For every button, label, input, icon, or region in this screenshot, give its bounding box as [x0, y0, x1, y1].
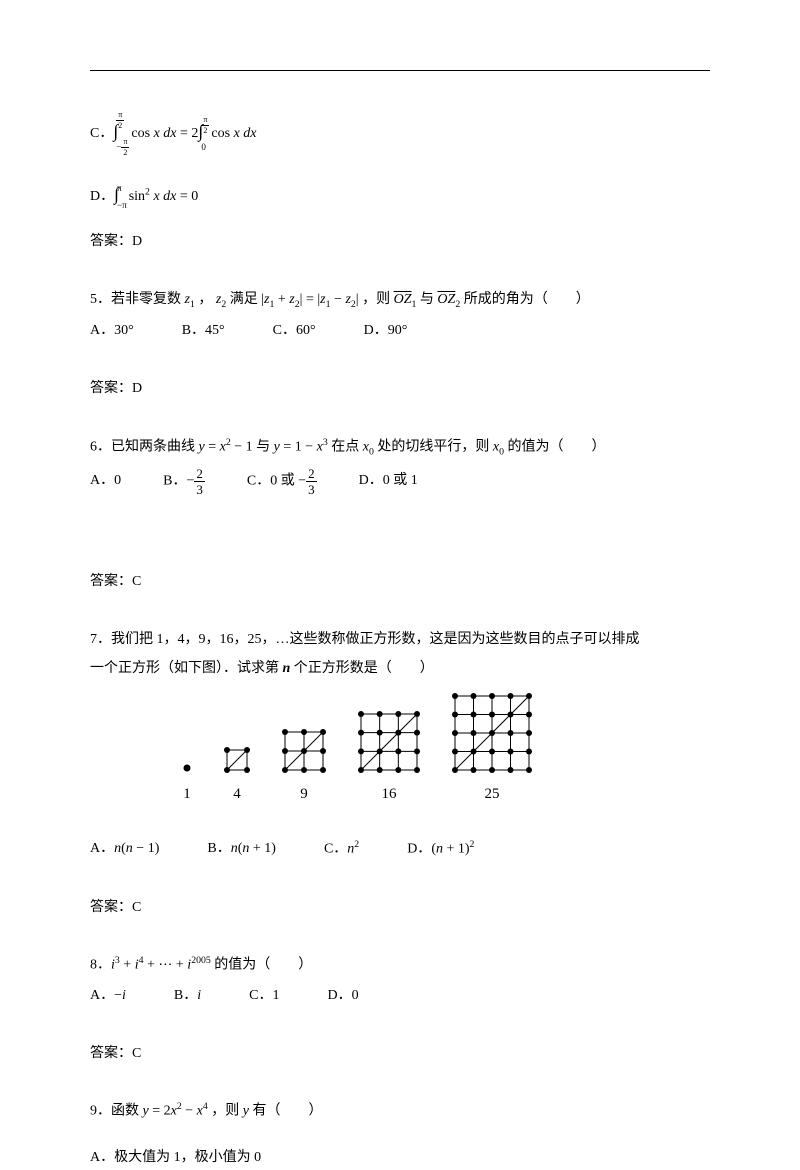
answer-7: 答案：C [90, 896, 710, 920]
fig-16: 16 [356, 709, 422, 803]
text: C． [324, 842, 347, 857]
den: 3 [194, 482, 205, 496]
q6-opt-a: A．0 [90, 469, 121, 493]
fig-1: 1 [180, 761, 194, 803]
q4-option-c: C．∫π2−π2cos x dx = 2∫π20cos x dx [90, 111, 710, 157]
answer-value: C [132, 1046, 141, 1061]
q8-opt-d: D．0 [327, 984, 358, 1008]
page: C．∫π2−π2cos x dx = 2∫π20cos x dx D．∫π−πs… [0, 0, 800, 1132]
text: A． [90, 841, 114, 856]
num: 2 [306, 467, 317, 482]
text: 满足 [226, 292, 261, 307]
text: C．0 或 [247, 473, 298, 488]
fig-label: 1 [180, 786, 194, 803]
q5-opt-d: D．90° [364, 319, 408, 343]
q5-opt-a: A．30° [90, 319, 134, 343]
answer-value: C [132, 574, 141, 589]
q6-opt-b: B．−23 [163, 467, 205, 496]
answer-label: 答案： [90, 381, 132, 396]
text: 与 [416, 292, 437, 307]
text: 有（ ） [249, 1104, 323, 1119]
answer-label: 答案： [90, 900, 132, 915]
answer-label: 答案： [90, 234, 132, 249]
text: 个正方形数是（ ） [290, 661, 434, 676]
q8-options: A．−i B．i C．1 D．0 [90, 984, 710, 1008]
fig-9: 9 [280, 727, 328, 803]
text: B． [163, 473, 186, 488]
answer-4: 答案：D [90, 230, 710, 254]
answer-value: C [132, 900, 141, 915]
text: B． [207, 841, 230, 856]
text: ，则 [359, 292, 394, 307]
fig-label: 4 [222, 786, 252, 803]
question-8: 8．i3 + i4 + ⋯ + i2005 的值为（ ） [90, 953, 710, 977]
q7-opt-b: B．n(n + 1) [207, 837, 276, 861]
q7-opt-a: A．n(n − 1) [90, 837, 159, 861]
answer-label: 答案： [90, 1046, 132, 1061]
q4-options-tail: C．∫π2−π2cos x dx = 2∫π20cos x dx D．∫π−πs… [90, 111, 710, 210]
top-rule [90, 70, 710, 71]
num: 2 [194, 467, 205, 482]
q6-opt-d: D．0 或 1 [359, 469, 418, 493]
q7-opt-c: C．n2 [324, 837, 359, 861]
q7-opt-d: D．(n + 1)2 [407, 837, 474, 861]
question-7-line1: 7．我们把 1，4，9，16，25，…这些数称做正方形数，这是因为这些数目的点子… [90, 628, 710, 652]
den: 3 [306, 482, 317, 496]
text: 所成的角为（ ） [460, 292, 590, 307]
text: 6．已知两条曲线 [90, 439, 199, 454]
text: 处的切线平行，则 [374, 439, 493, 454]
text: − [298, 473, 306, 488]
answer-label: 答案： [90, 574, 132, 589]
text: ， [195, 292, 216, 307]
fig-label: 25 [450, 786, 534, 803]
square-numbers-figure: 1 4 9 16 25 [180, 691, 710, 803]
fig-4: 4 [222, 745, 252, 803]
q7-options: A．n(n − 1) B．n(n + 1) C．n2 D．(n + 1)2 [90, 837, 710, 861]
answer-value: D [132, 381, 142, 396]
q6-opt-c: C．0 或 −23 [247, 467, 317, 496]
q9-opt-a: A．极大值为 1，极小值为 0 [90, 1146, 710, 1170]
text: 一个正方形（如下图）．试求第 [90, 661, 283, 676]
text: 在点 [328, 439, 363, 454]
text: ，则 [208, 1104, 243, 1119]
answer-value: D [132, 234, 142, 249]
q5-opt-b: B．45° [182, 319, 225, 343]
text: 9．函数 [90, 1104, 143, 1119]
text: D． [407, 842, 431, 857]
text: 的值为（ ） [504, 439, 606, 454]
text: 8． [90, 958, 111, 973]
q6-options: A．0 B．−23 C．0 或 −23 D．0 或 1 [90, 467, 710, 496]
q8-opt-b: B．i [174, 984, 201, 1008]
text: − [186, 473, 194, 488]
q5-opt-c: C．60° [273, 319, 316, 343]
q5-options: A．30° B．45° C．60° D．90° [90, 319, 710, 343]
q5-stem: 5．若非零复数 [90, 292, 185, 307]
q8-opt-c: C．1 [249, 984, 279, 1008]
question-7-line2: 一个正方形（如下图）．试求第 n 个正方形数是（ ） [90, 657, 710, 681]
fig-25: 25 [450, 691, 534, 803]
q4-option-d: D．∫π−πsin2 x dx = 0 [90, 179, 710, 210]
q8-opt-a: A．−i [90, 984, 126, 1008]
fig-label: 9 [280, 786, 328, 803]
answer-8: 答案：C [90, 1042, 710, 1066]
answer-6: 答案：C [90, 570, 710, 594]
question-6: 6．已知两条曲线 y = x2 − 1 与 y = 1 − x3 在点 x0 处… [90, 435, 710, 461]
text: 的值为（ ） [211, 958, 313, 973]
text: 与 [253, 439, 274, 454]
answer-5: 答案：D [90, 377, 710, 401]
fig-label: 16 [356, 786, 422, 803]
question-5: 5．若非零复数 z1 ， z2 满足 |z1 + z2| = |z1 − z2|… [90, 288, 710, 313]
question-9: 9．函数 y = 2x2 − x4 ，则 y 有（ ） [90, 1099, 710, 1123]
